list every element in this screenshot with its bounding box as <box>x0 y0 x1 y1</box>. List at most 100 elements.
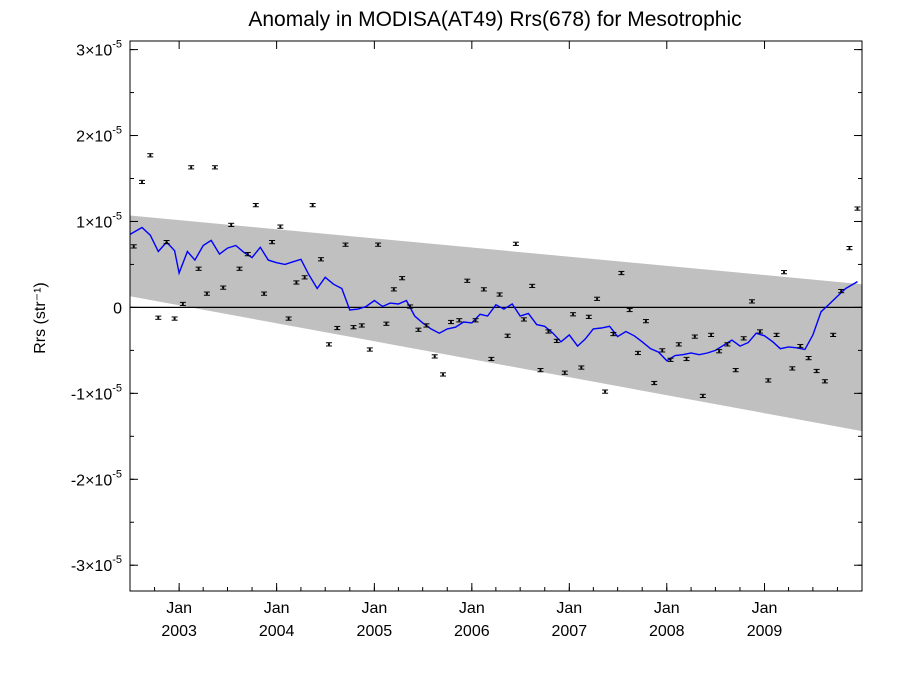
data-point <box>512 241 519 246</box>
point-marker <box>262 292 266 295</box>
point-marker <box>734 369 737 372</box>
data-point <box>472 318 479 323</box>
y-tick-label: 1×10-5 <box>76 210 122 231</box>
data-point <box>748 299 755 304</box>
x-tick-year-label: 2003 <box>161 623 197 640</box>
data-point <box>407 304 414 309</box>
point-marker <box>482 288 485 291</box>
data-point <box>195 266 202 271</box>
point-marker <box>173 317 176 320</box>
point-marker <box>693 335 696 338</box>
data-point <box>846 246 853 251</box>
data-point <box>301 275 308 280</box>
data-point <box>716 349 723 354</box>
point-marker <box>344 243 347 246</box>
data-point <box>325 342 332 347</box>
data-point <box>179 301 186 307</box>
x-tick-month-label: Jan <box>752 600 778 617</box>
point-marker <box>449 320 453 324</box>
point-marker <box>823 380 826 383</box>
data-point <box>220 285 227 290</box>
data-point <box>708 332 715 338</box>
data-point <box>252 203 259 208</box>
point-marker <box>157 316 160 319</box>
point-marker <box>580 366 583 369</box>
point-marker <box>466 279 469 282</box>
x-tick-year-label: 2006 <box>454 623 490 640</box>
data-point <box>789 366 796 371</box>
point-marker <box>669 358 672 361</box>
data-point <box>756 329 763 334</box>
point-marker <box>799 344 802 348</box>
point-marker <box>612 332 615 336</box>
data-point <box>610 331 617 337</box>
data-point <box>334 325 341 331</box>
data-point <box>464 278 471 283</box>
point-marker <box>490 357 493 361</box>
point-marker <box>352 326 355 329</box>
point-marker <box>620 271 623 275</box>
data-point <box>383 321 390 326</box>
data-point <box>651 380 658 386</box>
point-marker <box>701 394 704 398</box>
ticks-layer: 3×10-5 2×10-5 1×10-5 0 -1×10-5 -2×10-5 -3×10-5… <box>71 39 862 640</box>
data-point <box>171 316 178 321</box>
point-marker <box>132 245 135 248</box>
data-point <box>626 307 633 313</box>
data-point <box>838 288 845 294</box>
point-marker <box>832 333 835 337</box>
data-point <box>188 165 195 170</box>
point-marker <box>628 308 631 312</box>
data-point <box>139 179 146 185</box>
point-marker <box>385 322 388 325</box>
point-marker <box>295 281 298 284</box>
point-marker <box>376 243 380 246</box>
data-point <box>773 332 780 338</box>
data-point <box>570 312 577 317</box>
data-point <box>244 252 251 257</box>
point-marker <box>571 313 575 316</box>
point-marker <box>181 302 184 306</box>
point-marker <box>514 242 517 245</box>
point-marker <box>205 292 209 295</box>
data-point <box>740 336 747 341</box>
point-marker <box>539 369 542 372</box>
data-point <box>578 365 585 370</box>
point-marker <box>392 288 395 291</box>
data-point <box>236 266 243 271</box>
y-axis-label: Rrs (str⁻¹) <box>32 282 49 354</box>
data-point <box>805 356 812 361</box>
point-marker <box>782 271 786 274</box>
data-point <box>634 350 641 356</box>
data-point <box>797 343 804 349</box>
x-tick-month-label: Jan <box>361 600 387 617</box>
point-marker <box>661 349 664 352</box>
x-tick-year-label: 2004 <box>259 623 295 640</box>
point-marker <box>856 207 859 210</box>
point-marker <box>149 154 152 157</box>
data-point <box>448 319 455 325</box>
data-point <box>529 283 536 289</box>
trend-line <box>129 226 858 362</box>
point-marker <box>636 351 640 355</box>
y-tick-label: 3×10-5 <box>76 39 122 60</box>
point-marker <box>587 315 590 318</box>
data-point <box>545 329 552 334</box>
point-marker <box>767 379 770 382</box>
data-point <box>781 270 788 275</box>
x-tick-month-label: Jan <box>264 600 290 617</box>
data-point <box>496 292 503 297</box>
data-point <box>553 338 560 344</box>
point-marker <box>555 339 558 343</box>
data-point <box>618 270 625 276</box>
trend-line-layer <box>129 226 858 362</box>
point-marker <box>360 324 363 327</box>
data-point <box>642 319 649 324</box>
point-marker <box>603 390 607 393</box>
point-marker <box>409 305 412 308</box>
point-marker <box>319 258 323 261</box>
point-marker <box>197 267 200 270</box>
data-point <box>163 239 170 245</box>
point-marker <box>677 343 680 346</box>
